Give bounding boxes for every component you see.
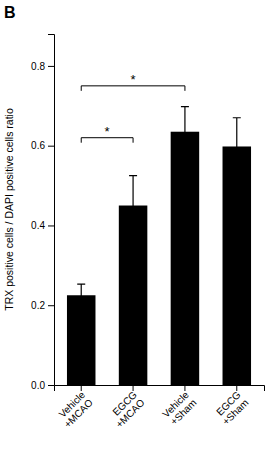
x-axis: Vehicle+MCAO EGCG+MCAO Vehicle+Sham EGCG+Sh… (54, 385, 265, 430)
error-bar (129, 176, 137, 236)
y-tick: 0.2 (31, 300, 54, 311)
y-tick-label: 0.0 (31, 380, 45, 391)
error-bar (181, 107, 189, 157)
error-bar (77, 284, 85, 306)
y-tick: 0.8 (31, 61, 54, 72)
significance-label: * (131, 72, 136, 87)
x-tick: EGCG+Sham (212, 385, 250, 427)
y-tick-label: 0.2 (31, 300, 45, 311)
x-tick-mark (133, 385, 134, 391)
y-tick-mark (48, 66, 54, 67)
x-tick-label: EGCG+MCAO (106, 389, 147, 430)
chart: 0.00.20.40.60.8Vehicle+MCAOEGCG+MCAOVehi… (0, 0, 274, 449)
y-tick-label: 0.6 (31, 140, 45, 151)
bar (67, 295, 96, 385)
bar (171, 132, 200, 385)
bar (223, 146, 252, 385)
plot-area: 0.00.20.40.60.8Vehicle+MCAOEGCG+MCAOVehi… (31, 35, 264, 431)
x-tick-label-line: +Sham (220, 397, 250, 427)
x-tick-mark (184, 385, 185, 391)
brackets: ** (81, 72, 185, 143)
x-tick-label: Vehicle+MCAO (54, 389, 95, 430)
y-tick-mark (48, 305, 54, 306)
x-tick-label-line: +Sham (168, 397, 198, 427)
y-tick-mark (48, 385, 54, 386)
x-tick-mark (236, 385, 237, 391)
x-tick: EGCG+MCAO (106, 385, 147, 430)
y-tick: 0.6 (31, 140, 54, 151)
x-tick: Vehicle+Sham (160, 385, 199, 427)
y-tick-mark (48, 225, 54, 226)
x-tick-label: EGCG+Sham (212, 389, 250, 427)
x-tick: Vehicle+MCAO (54, 385, 95, 430)
x-tick-label: Vehicle+Sham (160, 389, 199, 428)
panel-label: B (4, 4, 16, 21)
y-tick: 0.0 (31, 380, 54, 391)
x-tick-label-line: +MCAO (114, 397, 147, 430)
y-tick-label: 0.4 (31, 220, 45, 231)
y-tick-mark (48, 146, 54, 147)
y-axis: 0.0 0.2 0.4 0.6 0.8 (31, 35, 54, 391)
y-axis-line (48, 35, 55, 386)
error-bar (233, 118, 241, 175)
y-tick-label: 0.8 (31, 61, 45, 72)
significance-label: * (105, 124, 110, 139)
x-tick-mark (81, 385, 82, 391)
marks (67, 107, 251, 385)
x-tick-label-line: +MCAO (62, 397, 95, 430)
y-tick: 0.4 (31, 220, 54, 231)
y-axis-title: TRX positive cells / DAPI positive cells… (3, 108, 15, 311)
